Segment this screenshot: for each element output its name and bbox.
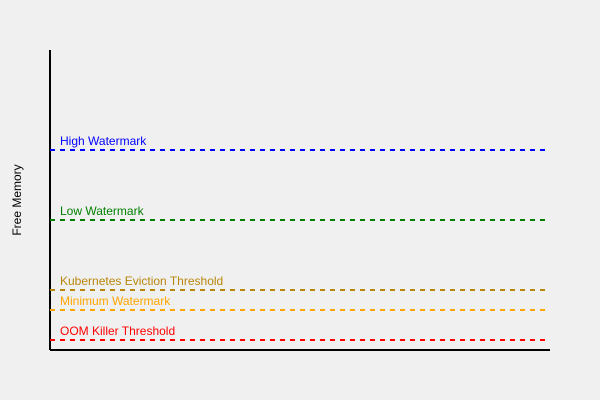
threshold-oom-killer: OOM Killer Threshold (50, 324, 545, 341)
threshold-low-watermark: Low Watermark (50, 204, 545, 221)
threshold-kubernetes-eviction: Kubernetes Eviction Threshold (50, 274, 545, 291)
threshold-label: Low Watermark (60, 204, 145, 218)
y-axis-label: Free Memory (10, 164, 24, 235)
threshold-high-watermark: High Watermark (50, 134, 545, 151)
threshold-minimum-watermark: Minimum Watermark (50, 294, 545, 311)
threshold-label: OOM Killer Threshold (60, 324, 175, 338)
threshold-label: Kubernetes Eviction Threshold (60, 274, 223, 288)
threshold-label: Minimum Watermark (60, 294, 171, 308)
threshold-label: High Watermark (60, 134, 147, 148)
